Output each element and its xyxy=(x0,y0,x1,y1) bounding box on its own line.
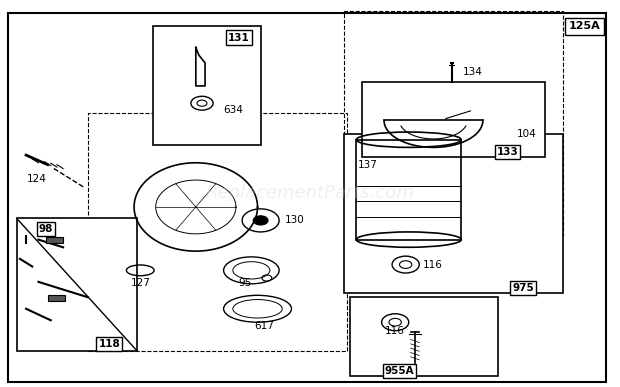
Text: 98: 98 xyxy=(38,224,53,234)
Bar xyxy=(48,295,65,301)
Text: 133: 133 xyxy=(497,147,518,157)
Text: 116: 116 xyxy=(385,326,405,336)
Text: 124: 124 xyxy=(27,174,46,184)
Circle shape xyxy=(253,216,268,225)
Text: 137: 137 xyxy=(358,160,378,170)
Text: 116: 116 xyxy=(422,260,442,270)
Text: 130: 130 xyxy=(285,216,305,225)
Text: 634: 634 xyxy=(224,105,244,115)
Text: 955A: 955A xyxy=(384,366,414,376)
Text: 125A: 125A xyxy=(569,21,601,31)
Bar xyxy=(88,113,347,351)
Text: 975: 975 xyxy=(512,283,534,293)
Text: 617: 617 xyxy=(254,321,273,331)
Bar xyxy=(344,134,563,293)
Bar xyxy=(46,237,63,243)
Text: 131: 131 xyxy=(228,33,250,43)
Bar xyxy=(350,297,498,376)
Text: ReplacementParts.com: ReplacementParts.com xyxy=(206,185,414,202)
Text: 134: 134 xyxy=(463,67,483,77)
Text: 104: 104 xyxy=(516,129,536,139)
Bar xyxy=(363,82,544,157)
Bar xyxy=(344,11,563,236)
Text: 118: 118 xyxy=(99,339,120,349)
Bar xyxy=(356,140,461,240)
Text: 127: 127 xyxy=(130,277,150,288)
Text: 95: 95 xyxy=(239,277,252,288)
Bar xyxy=(153,26,260,146)
Bar xyxy=(17,219,137,351)
